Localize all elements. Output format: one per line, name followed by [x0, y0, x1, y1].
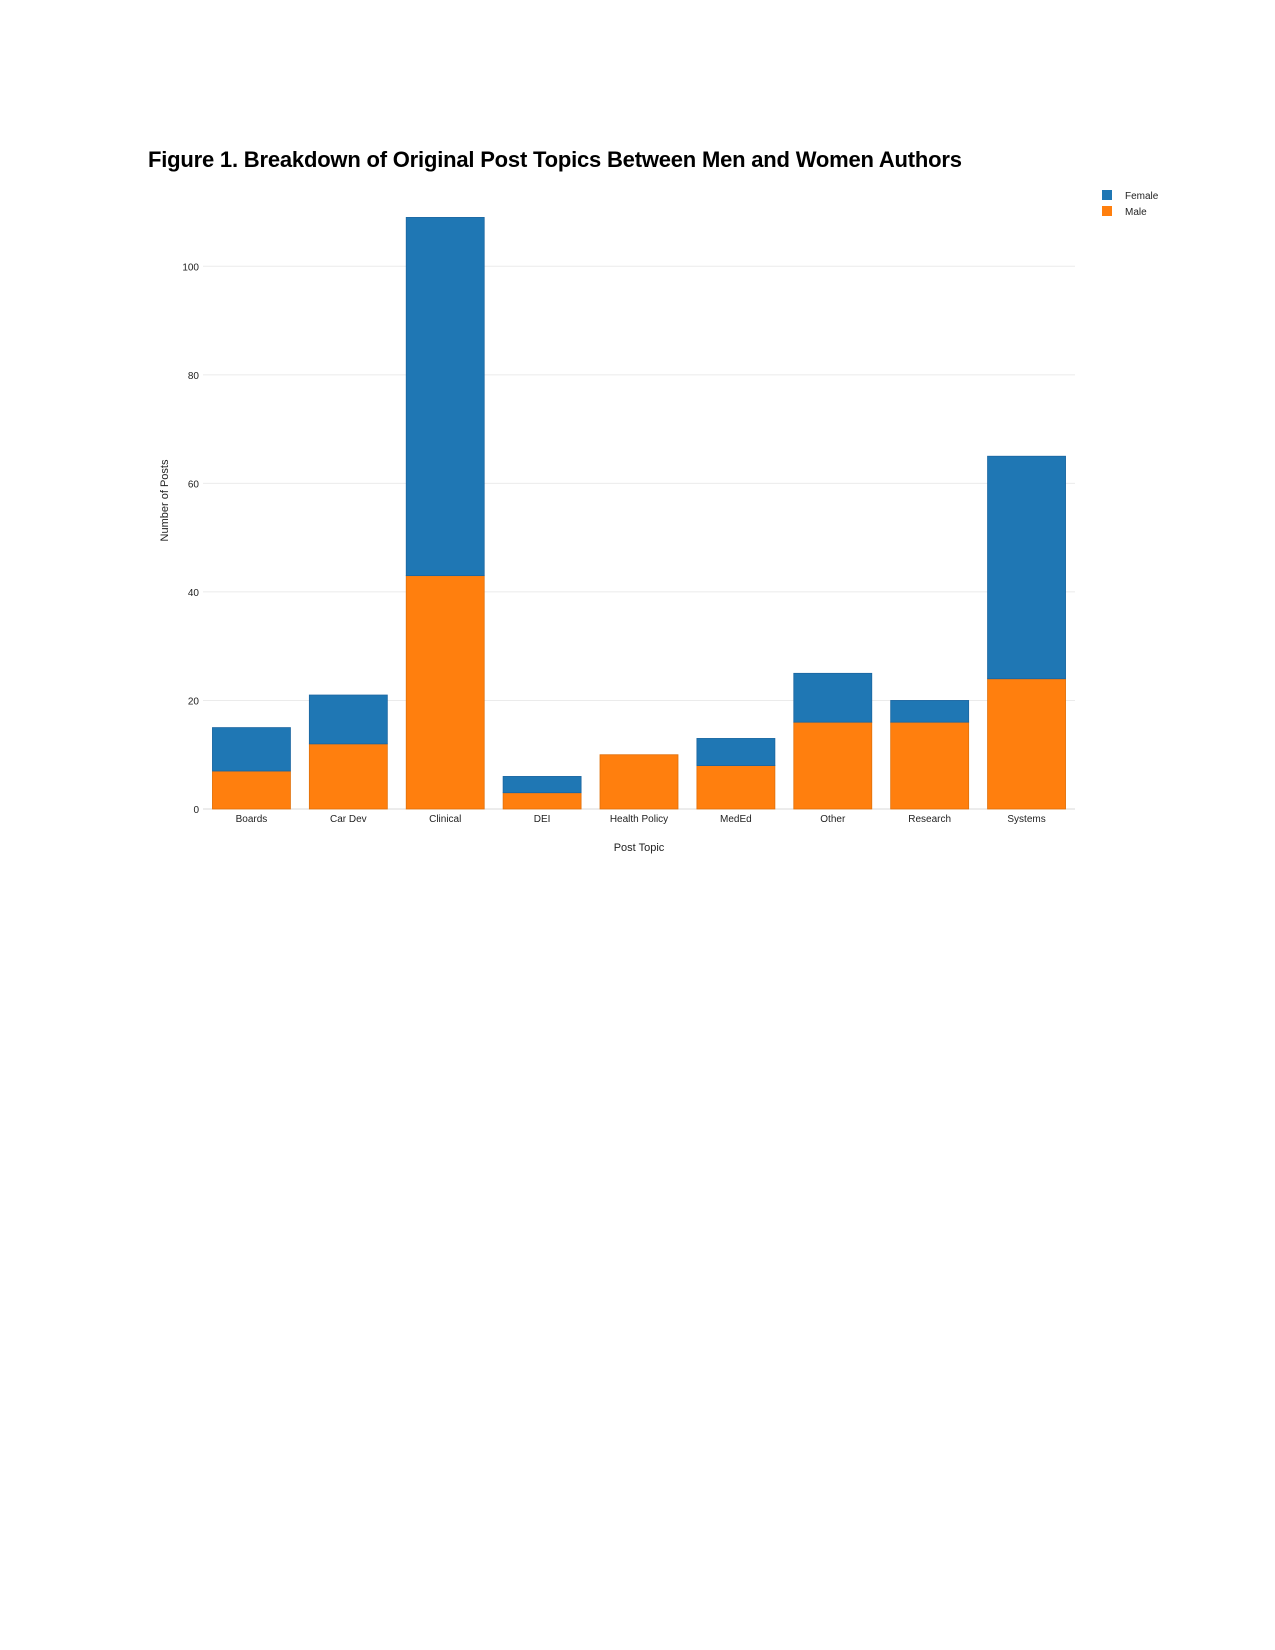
x-tick-label: MedEd — [720, 814, 752, 825]
legend: Female Male — [1102, 190, 1159, 218]
x-tick-label: Systems — [1007, 814, 1045, 825]
x-tick-label: Car Dev — [330, 814, 367, 825]
y-tick-label: 100 — [182, 262, 199, 273]
x-tick-label: Other — [820, 814, 846, 825]
y-tick-label: 80 — [188, 371, 200, 382]
bars — [212, 217, 1066, 810]
y-tick-label: 60 — [188, 479, 200, 490]
bar-female — [502, 776, 582, 794]
figure-title: Figure 1. Breakdown of Original Post Top… — [148, 147, 962, 172]
bar-female — [890, 700, 970, 723]
y-axis-ticks: 0 20 40 60 80 100 — [182, 262, 199, 816]
y-tick-label: 0 — [193, 805, 199, 816]
legend-swatch-male — [1102, 206, 1112, 216]
bar-male — [599, 754, 679, 810]
bar-male — [502, 792, 582, 810]
x-axis-title: Post Topic — [614, 842, 665, 854]
legend-swatch-female — [1102, 190, 1112, 200]
x-axis-ticks: Boards Car Dev Clinical DEI Health Policy Med… — [236, 814, 1046, 825]
legend-label-female: Female — [1125, 191, 1159, 202]
bar-female — [987, 455, 1066, 680]
bar-male — [308, 743, 388, 810]
bar-male — [696, 765, 776, 810]
y-tick-label: 20 — [188, 696, 200, 707]
bar-female — [308, 694, 388, 745]
y-tick-label: 40 — [188, 588, 200, 599]
bar-male — [405, 575, 485, 810]
bar-male — [793, 721, 873, 810]
bar-male — [987, 678, 1066, 810]
bar-female — [696, 738, 776, 766]
bar-male — [890, 721, 970, 810]
bar-female — [793, 672, 873, 723]
y-axis-title: Number of Posts — [159, 459, 171, 541]
bar-female — [212, 727, 291, 772]
x-tick-label: Clinical — [429, 814, 461, 825]
x-tick-label: Boards — [236, 814, 268, 825]
x-tick-label: Research — [908, 814, 951, 825]
x-tick-label: DEI — [534, 814, 551, 825]
x-tick-label: Health Policy — [610, 814, 668, 825]
bar-female — [405, 217, 485, 577]
bar-male — [212, 770, 291, 810]
legend-label-male: Male — [1125, 207, 1147, 218]
